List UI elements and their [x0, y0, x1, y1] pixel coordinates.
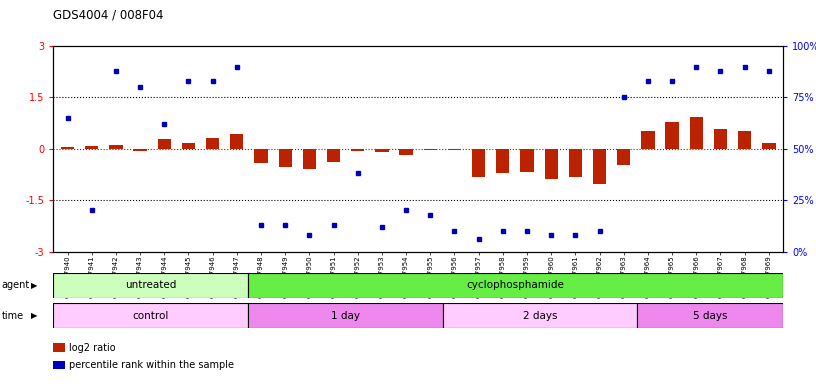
Bar — [738, 131, 752, 149]
Bar — [157, 139, 171, 149]
Bar — [85, 146, 99, 149]
Bar — [303, 149, 316, 169]
Text: ▶: ▶ — [31, 281, 38, 290]
Bar — [496, 149, 509, 174]
Bar — [641, 131, 654, 149]
Text: 1 day: 1 day — [330, 311, 360, 321]
Bar — [690, 117, 703, 149]
Bar — [109, 145, 122, 149]
Text: time: time — [2, 311, 24, 321]
Bar — [53, 303, 248, 328]
Bar — [424, 149, 437, 150]
Text: control: control — [132, 311, 169, 321]
Bar — [351, 149, 365, 151]
Bar — [134, 149, 147, 151]
Bar — [400, 149, 413, 155]
Bar — [762, 142, 775, 149]
Bar — [53, 343, 65, 352]
Bar — [53, 361, 65, 369]
Text: cyclophosphamide: cyclophosphamide — [467, 280, 565, 290]
Bar — [617, 149, 631, 165]
Bar — [714, 129, 727, 149]
Bar — [278, 149, 292, 167]
Bar — [448, 149, 461, 150]
Text: GDS4004 / 008F04: GDS4004 / 008F04 — [53, 8, 163, 21]
Bar — [255, 149, 268, 163]
Text: 2 days: 2 days — [523, 311, 557, 321]
Bar — [637, 303, 783, 328]
Bar — [375, 149, 388, 152]
Bar — [53, 273, 248, 298]
Bar — [521, 149, 534, 172]
Bar — [248, 303, 442, 328]
Bar — [61, 147, 74, 149]
Bar — [206, 138, 220, 149]
Text: ▶: ▶ — [31, 311, 38, 320]
Bar — [593, 149, 606, 184]
Bar — [248, 273, 783, 298]
Bar — [666, 122, 679, 149]
Bar — [544, 149, 558, 179]
Bar — [472, 149, 486, 177]
Text: log2 ratio: log2 ratio — [69, 343, 116, 353]
Text: agent: agent — [2, 280, 30, 290]
Bar — [442, 303, 637, 328]
Bar — [569, 149, 582, 177]
Bar — [327, 149, 340, 162]
Bar — [182, 142, 195, 149]
Text: 5 days: 5 days — [693, 311, 728, 321]
Bar — [230, 134, 243, 149]
Text: percentile rank within the sample: percentile rank within the sample — [69, 360, 234, 370]
Text: untreated: untreated — [125, 280, 176, 290]
